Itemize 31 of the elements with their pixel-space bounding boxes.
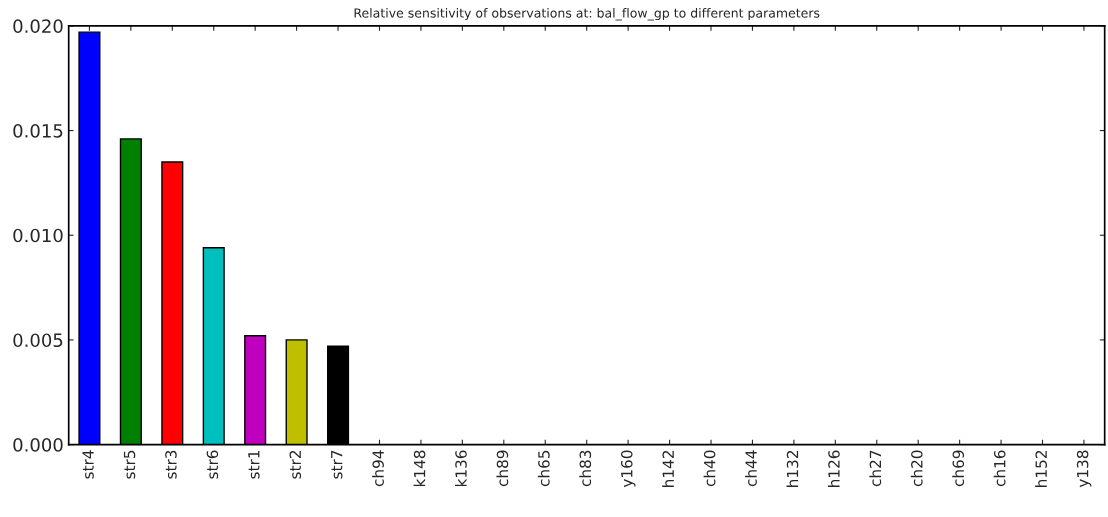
x-tick-label: y138 — [1076, 450, 1092, 488]
x-tick-label: str2 — [289, 451, 302, 479]
x-tick-label: str5 — [123, 450, 136, 479]
x-tick-label: ch65 — [537, 450, 550, 487]
x-tick-label: y160 — [621, 450, 636, 488]
x-tick-label: ch69 — [952, 450, 965, 487]
x-tick-label: ch40 — [703, 450, 716, 487]
x-tick-label: ch44 — [745, 450, 757, 487]
y-tick-label: 0.000 — [13, 438, 63, 452]
chart-title: Relative sensitivity of observations at: bal_flow_gp to different parameters — [354, 8, 820, 21]
x-tick-label: ch89 — [496, 450, 509, 487]
x-tick-label: k136 — [454, 450, 467, 487]
x-tick-label: ch16 — [993, 450, 1006, 487]
x-tick-label: h142 — [662, 451, 674, 487]
x-tick-label: str4 — [82, 450, 94, 479]
y-tick-label: 0.020 — [13, 19, 63, 33]
y-tick-label: 0.005 — [13, 333, 63, 348]
x-tick-label: ch94 — [372, 450, 384, 487]
x-tick-label: str7 — [331, 450, 343, 479]
x-tick-label: h152 — [1035, 451, 1047, 487]
x-tick-label: k148 — [413, 450, 426, 487]
y-tick-label: 0.010 — [13, 228, 63, 243]
x-tick-label: h132 — [786, 451, 799, 487]
x-tick-label: ch20 — [910, 450, 923, 487]
x-tick-label: h126 — [827, 450, 840, 487]
x-tick-label: str1 — [248, 450, 260, 479]
x-tick-label: str6 — [206, 450, 219, 479]
x-tick-label: ch83 — [579, 450, 592, 487]
y-tick-label: 0.015 — [13, 124, 63, 138]
x-tick-label: str3 — [165, 450, 177, 479]
x-tick-label: ch27 — [869, 450, 882, 487]
